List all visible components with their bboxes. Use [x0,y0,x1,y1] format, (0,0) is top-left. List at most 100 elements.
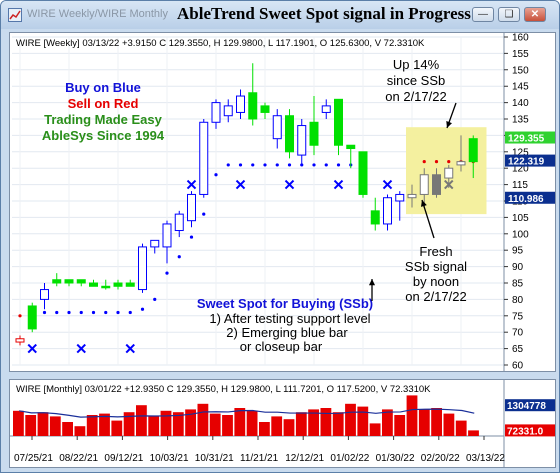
annotation-easy: Trading Made Easy [44,112,163,127]
support-dot [202,212,206,216]
weekly-header: WIRE [Weekly] 03/13/22 +3.9150 C 129.355… [16,38,425,49]
volume-bar [418,409,430,436]
x-marker [382,179,393,190]
candlestick [468,135,478,179]
candlestick [76,279,86,287]
volume-bar [320,408,332,436]
volume-bar [13,410,24,436]
support-dot [67,310,71,315]
annotation-since: AbleSys Since 1994 [42,128,165,143]
volume-bar [308,409,319,436]
arrow [446,102,457,129]
support-dot [177,255,181,259]
candlestick [236,89,245,119]
annotation-buy: Buy on Blue [65,80,141,95]
volume-bar [246,410,258,436]
volume-label-box [505,399,555,412]
support-dot [116,310,120,315]
volume-label: 72331.0 [507,426,544,437]
annotation-fresh: Fresh [419,244,452,259]
candlestick [52,273,62,287]
support-dot [275,163,279,167]
candlestick [260,102,270,119]
annotation-sweet-spot: or closeup bar [240,339,323,354]
price-axis-label: 135 [512,115,529,126]
price-axis-label: 100 [512,229,529,240]
arrow [420,199,435,239]
support-dot [55,310,59,315]
date-tick-label: 03/13/22 [466,453,505,464]
support-dot [91,310,96,315]
volume-bar [332,412,344,436]
weekly-chart[interactable]: 1601551501451401351301251201151101051009… [10,33,555,372]
date-tick-label: 09/12/21 [104,453,143,464]
support-dot [336,163,341,167]
annotation-sweet-spot: 1) After testing support level [209,311,370,326]
volume-bar [25,415,37,436]
support-dot [447,160,451,164]
volume-bar [455,420,467,436]
volume-bar [62,422,73,436]
candlestick [444,164,454,188]
x-marker [284,179,295,190]
candlestick [358,151,368,198]
annotation-fresh: SSb signal [405,259,467,274]
close-button[interactable]: ✕ [524,7,546,22]
x-marker [125,343,135,354]
candlestick [174,210,184,238]
volume-bar [74,426,86,436]
date-tick-label: 10/03/21 [150,453,189,464]
annotation-fresh: by noon [413,274,459,289]
date-tick-label: 08/22/21 [59,453,98,464]
price-axis-label: 65 [512,344,524,355]
candlestick [199,119,209,198]
price-axis-label: 105 [512,213,529,224]
candlestick [395,191,405,221]
volume-bar [357,406,369,436]
volume-bar [382,409,393,436]
volume-bar [271,416,283,436]
volume-bar [443,413,455,436]
arrow [368,279,376,301]
restore-button[interactable]: ❑ [498,7,520,22]
annotation-up: on 2/17/22 [385,89,446,104]
annotation-up: Up 14% [393,57,440,72]
candlestick [419,168,429,208]
price-axis-label: 95 [512,246,524,257]
x-marker [186,179,197,190]
candlestick [101,279,111,290]
volume-bar [468,430,479,436]
minimize-button[interactable]: — [472,7,494,22]
support-dot [128,310,132,315]
price-axis-label: 150 [512,65,529,76]
price-axis-label: 80 [512,295,524,306]
price-axis-label: 60 [512,361,524,372]
candlestick [15,335,25,346]
monthly-volume-chart[interactable]: WIRE [Monthly] 03/01/22 +12.9350 C 129.3… [10,380,555,467]
support-dot [79,310,83,315]
volume-label: 1304778 [507,401,546,412]
candlestick [383,194,392,231]
candlestick [334,98,343,156]
volume-bar [431,408,442,436]
annotation-sweet-spot: Sweet Spot for Buying (SSb) [197,296,373,311]
price-axis-label: 70 [512,328,524,339]
candlestick [113,279,123,290]
volume-bar [123,412,135,436]
volume-bar [111,420,123,436]
annotation-fresh: on 2/17/22 [405,289,466,304]
monthly-chart-pane: WIRE [Monthly] 03/01/22 +12.9350 C 129.3… [9,379,556,468]
candlestick [27,302,37,333]
x-marker [333,179,344,190]
support-dot [165,271,169,275]
volume-bar [86,415,98,436]
candlestick [40,283,49,310]
volume-bar [222,415,233,436]
candlestick [346,144,356,169]
support-dot [434,160,439,164]
support-dot [42,310,47,315]
window-title: AbleTrend Sweet Spot signal in Progress [177,4,471,23]
support-dot [189,235,194,239]
app-icon [8,8,22,22]
